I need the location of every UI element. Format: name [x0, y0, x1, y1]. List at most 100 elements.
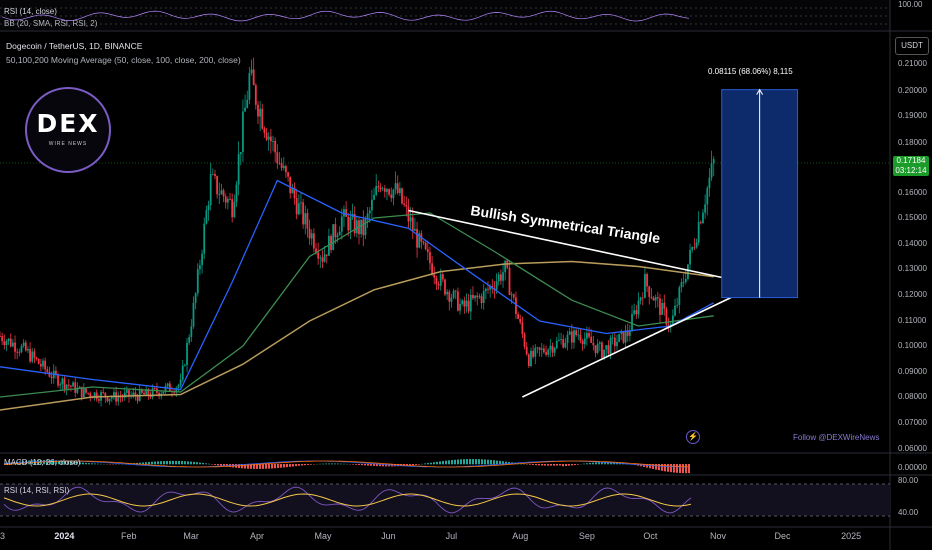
candle — [9, 333, 12, 348]
macd-bar — [250, 464, 252, 469]
macd-bar — [367, 464, 369, 466]
x-tick-label: Mar — [183, 531, 199, 541]
macd-bar — [70, 461, 72, 465]
candle-body — [691, 247, 694, 250]
macd-label[interactable]: MACD (12, 26, close) — [4, 458, 81, 467]
macd-bar — [457, 459, 459, 465]
candle-body — [0, 336, 1, 337]
candle — [280, 158, 283, 171]
macd-bar — [370, 464, 372, 466]
candle-body — [321, 257, 324, 262]
candle — [564, 337, 567, 349]
macd-bar — [277, 464, 279, 469]
candle-body — [121, 397, 124, 398]
candle-body — [259, 108, 262, 117]
candle-body — [229, 198, 231, 200]
macd-bar — [169, 460, 171, 465]
candle-body — [143, 392, 145, 395]
candle-body — [388, 189, 391, 195]
candle — [186, 338, 188, 373]
currency-button[interactable]: USDT — [895, 37, 929, 55]
candle-body — [265, 132, 268, 140]
candle-body — [267, 136, 270, 140]
price-badge-timer: 03:12:14 — [895, 166, 927, 175]
candle — [46, 366, 49, 374]
candle — [515, 291, 517, 319]
candle — [699, 220, 702, 225]
candle — [616, 334, 618, 351]
candle — [325, 254, 328, 264]
macd-bar — [358, 464, 360, 465]
candle-body — [65, 384, 68, 390]
candle — [242, 99, 244, 162]
candle-body — [355, 220, 358, 234]
macd-bar — [334, 463, 336, 465]
candle — [452, 288, 455, 300]
candle — [248, 66, 251, 105]
candle — [622, 330, 625, 344]
candle-body — [89, 393, 92, 397]
macd-bar — [550, 464, 552, 466]
candle — [300, 193, 302, 215]
candle-body — [570, 331, 573, 343]
macd-bar — [304, 464, 306, 466]
lightning-icon[interactable]: ⚡ — [686, 430, 700, 444]
candle-body — [61, 378, 64, 385]
candle-body — [349, 217, 352, 231]
macd-bar — [154, 461, 156, 465]
candle-body — [235, 184, 238, 202]
candle — [598, 340, 601, 351]
ma-legend[interactable]: 50,100,200 Moving Average (50, close, 10… — [6, 55, 241, 65]
candle-body — [33, 351, 36, 358]
macd-bar — [682, 464, 684, 474]
candle — [560, 332, 562, 345]
candle — [467, 293, 470, 314]
macd-bar — [445, 460, 447, 465]
candle-body — [134, 392, 137, 397]
candle — [328, 228, 330, 256]
candle — [650, 288, 653, 300]
candle-body — [489, 285, 492, 290]
macd-bar — [331, 463, 333, 465]
macd-bar — [322, 463, 324, 465]
macd-bar — [574, 464, 576, 466]
candle-body — [261, 108, 264, 129]
candle-body — [231, 199, 234, 218]
candle — [661, 298, 664, 316]
macd-bar — [160, 461, 162, 465]
candle — [216, 175, 219, 199]
candle — [592, 335, 595, 351]
candle-body — [609, 337, 612, 354]
candle-body — [659, 298, 661, 315]
candle-body — [302, 202, 305, 225]
macd-bar — [364, 464, 366, 466]
candle-body — [345, 209, 348, 217]
macd-bar — [295, 464, 297, 467]
candle — [33, 348, 36, 364]
candle-body — [678, 287, 681, 305]
follow-text: Follow @DEXWireNews — [793, 433, 880, 442]
candle-body — [392, 189, 395, 199]
macd-bar — [664, 464, 666, 472]
candle — [712, 156, 715, 176]
candle — [519, 314, 522, 325]
macd-bar — [541, 464, 543, 466]
candle-body — [147, 389, 150, 396]
candle — [499, 269, 502, 285]
candle-body — [702, 212, 704, 224]
candle — [381, 186, 384, 191]
candle-body — [624, 330, 627, 343]
candle — [663, 294, 666, 316]
symbol-title[interactable]: Dogecoin / TetherUS, 1D, BINANCE — [6, 41, 143, 51]
macd-bar — [271, 464, 273, 469]
rsi-label[interactable]: RSI (14, RSI, RSI) — [4, 486, 70, 495]
candle — [192, 296, 195, 329]
candle — [626, 323, 629, 342]
candle-body — [592, 342, 595, 346]
candle — [547, 348, 550, 358]
macd-bar — [220, 464, 222, 466]
x-tick-label: Feb — [120, 531, 137, 541]
candle-body — [63, 378, 66, 390]
candle — [207, 200, 210, 221]
